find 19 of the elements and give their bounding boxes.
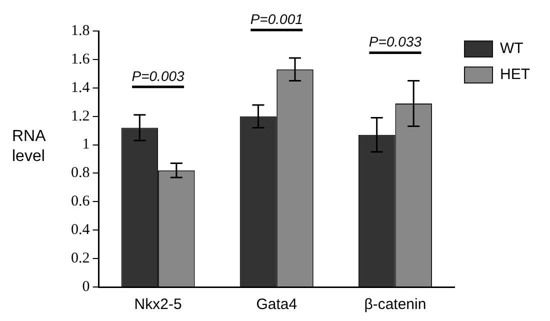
legend-label: HET: [500, 66, 530, 84]
annotation: P=0.033: [368, 34, 422, 50]
y-tick-label: 0.2: [71, 250, 90, 266]
y-axis-title: RNA level: [12, 127, 46, 167]
y-tick-label: 1.6: [71, 51, 90, 68]
annotation: P=0.003: [132, 68, 185, 84]
x-tick-label: Gata4: [256, 296, 298, 314]
y-tick-label: 1: [82, 136, 90, 153]
x-tick-label: β-catenin: [364, 296, 426, 314]
y-tick-label: 1.2: [71, 108, 90, 124]
x-tick-label: Nkx2-5: [134, 296, 182, 314]
y-tick-label: 1.4: [71, 80, 90, 96]
y-tick-label: 0.4: [71, 222, 90, 238]
y-tick-label: 0.8: [71, 165, 90, 182]
legend-label: WT: [500, 40, 524, 58]
y-tick-label: 0.6: [71, 194, 90, 210]
text: P=0.001: [250, 10, 303, 27]
y-tick-label: 0: [82, 278, 90, 295]
y-tick-label: 1.8: [71, 22, 90, 39]
